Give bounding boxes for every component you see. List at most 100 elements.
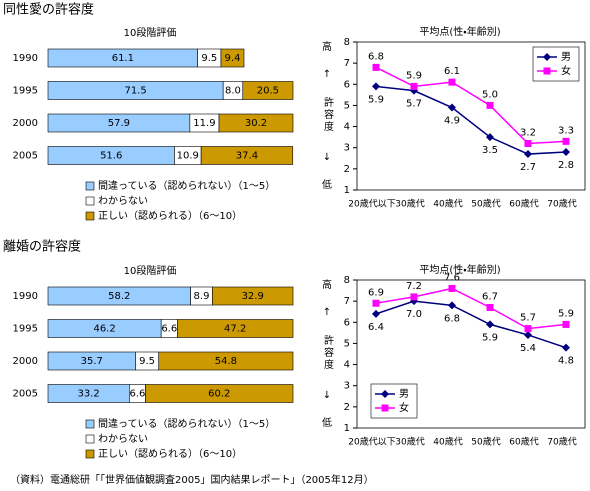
data-label: 7.2 — [406, 281, 422, 292]
data-label: 6.8 — [444, 313, 460, 324]
y-tick-label: 2005 — [13, 389, 38, 400]
y-tick-label: 3 — [344, 143, 350, 154]
y-tick-label: 2005 — [13, 151, 38, 162]
data-label: 9.5 — [201, 53, 217, 64]
data-label: 7.0 — [406, 309, 422, 320]
y-annotation: 高 — [322, 40, 332, 53]
marker — [524, 150, 532, 159]
legend-label: 正しい（認められる）（6～10） — [98, 210, 242, 222]
legend-label: 男 — [399, 388, 409, 400]
data-label: 10.9 — [177, 151, 199, 162]
data-label: 9.4 — [225, 53, 241, 64]
marker — [562, 137, 570, 145]
y-tick-label: 3 — [344, 381, 350, 392]
legend-swatch — [85, 419, 95, 429]
legend-label: わからない — [98, 195, 148, 207]
x-tick-label: 30歳代 — [395, 436, 424, 448]
bar — [177, 319, 294, 338]
x-tick-label: 30歳代 — [395, 198, 424, 210]
legend-label: 男 — [561, 51, 571, 63]
data-label: 2.7 — [520, 162, 536, 173]
marker — [381, 404, 389, 412]
plot-frame — [356, 41, 586, 191]
data-label: 4.8 — [558, 356, 574, 367]
y-annotation: 高 — [322, 278, 332, 291]
heading: 離婚の許容度 — [3, 239, 81, 255]
y-tick-label: 1990 — [13, 291, 38, 302]
marker — [486, 133, 494, 142]
marker — [410, 293, 418, 301]
data-label: 5.9 — [368, 94, 384, 105]
data-label: 6.7 — [482, 291, 498, 302]
plot-frame — [356, 279, 586, 429]
bar — [158, 351, 294, 371]
data-label: 6.1 — [444, 66, 460, 77]
y-tick-label: 2000 — [13, 118, 38, 129]
bar — [200, 146, 294, 165]
data-label: 5.7 — [520, 313, 536, 324]
data-label: 7.6 — [444, 272, 460, 283]
y-tick-label: 4 — [344, 122, 350, 133]
data-label: 60.2 — [208, 389, 230, 400]
data-label: 6.6 — [161, 324, 177, 335]
legend-box — [532, 46, 580, 82]
data-label: 6.6 — [129, 389, 145, 400]
data-label: 5.9 — [406, 70, 422, 81]
marker — [448, 284, 456, 292]
data-label: 5.7 — [406, 99, 422, 110]
marker — [372, 82, 380, 91]
marker — [524, 330, 532, 339]
chart-title: 10段階評価 — [124, 26, 177, 39]
legend-label: 女 — [561, 64, 571, 77]
marker — [372, 309, 380, 318]
bar — [212, 286, 294, 306]
legend-label: 正しい（認められる）（6～10） — [98, 448, 242, 460]
data-label: 5.4 — [520, 343, 536, 354]
marker — [372, 63, 380, 71]
data-label: 5.9 — [558, 308, 574, 319]
y-tick-label: 6 — [344, 317, 350, 328]
x-tick-label: 20歳代以下 — [348, 436, 395, 448]
source: （資料）電通総研「「世界価値観調査2005」国内結果レポート」（2005年12月… — [10, 473, 374, 486]
chart-title: 10段階評価 — [124, 264, 177, 277]
y-tick-label: 2000 — [13, 356, 38, 367]
data-label: 54.8 — [215, 356, 237, 367]
data-label: 6.4 — [368, 322, 384, 333]
y-annotation: 低 — [322, 179, 332, 191]
chart-title: 平均点(性・年齢別) — [419, 263, 500, 276]
x-tick-label: 70歳代 — [547, 198, 576, 210]
data-label: 8.9 — [194, 291, 210, 302]
data-label: 20.5 — [257, 86, 279, 97]
chart-title: 平均点(性・年齢別) — [419, 25, 500, 38]
line — [375, 85, 567, 155]
data-label: 3.3 — [558, 125, 574, 136]
y-annotation: ↑ — [323, 307, 331, 318]
y-annotation: ↑ — [323, 69, 331, 80]
legend-label: 間違っている（認められない）（1～5） — [98, 417, 275, 430]
x-tick-label: 50歳代 — [471, 436, 500, 448]
marker — [448, 301, 456, 310]
data-label: 37.4 — [236, 151, 258, 162]
marker — [372, 299, 380, 307]
data-label: 71.5 — [124, 86, 146, 97]
marker — [543, 53, 551, 61]
y-tick-label: 5 — [344, 338, 350, 349]
x-tick-label: 50歳代 — [471, 198, 500, 210]
marker — [524, 325, 532, 333]
x-tick-label: 40歳代 — [433, 436, 462, 448]
data-label: 9.5 — [139, 356, 155, 367]
line — [375, 287, 567, 330]
y-tick-label: 8 — [344, 37, 350, 48]
legend-swatch — [85, 211, 95, 221]
marker — [486, 101, 494, 109]
marker — [410, 82, 418, 90]
line — [375, 300, 567, 349]
data-label: 3.2 — [520, 127, 536, 138]
heading: 同性愛の許容度 — [3, 2, 94, 18]
marker — [448, 78, 456, 86]
data-label: 6.9 — [368, 287, 384, 298]
legend-swatch — [85, 181, 95, 191]
line — [375, 66, 567, 145]
marker — [543, 67, 551, 75]
y-tick-label: 1995 — [13, 324, 38, 335]
